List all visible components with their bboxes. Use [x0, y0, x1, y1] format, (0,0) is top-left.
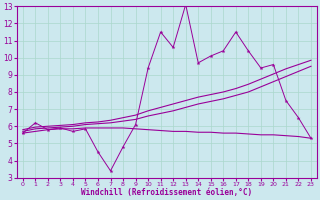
- X-axis label: Windchill (Refroidissement éolien,°C): Windchill (Refroidissement éolien,°C): [81, 188, 252, 197]
